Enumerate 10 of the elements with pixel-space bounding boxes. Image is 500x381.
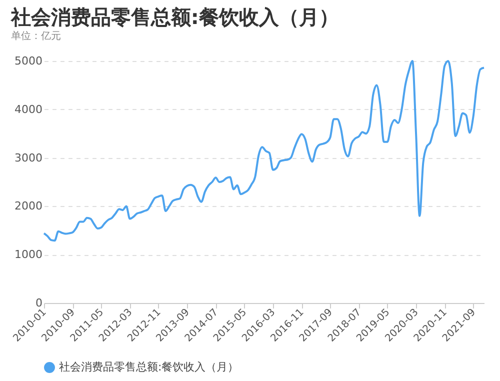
- chart-title: 社会消费品零售总额:餐饮收入（月）: [10, 5, 339, 29]
- y-tick-label: 2000: [14, 200, 42, 213]
- y-tick-label: 3000: [14, 151, 42, 164]
- y-tick-label: 5000: [14, 54, 42, 68]
- y-tick-label: 0: [36, 296, 42, 310]
- chart-subtitle: 单位：亿元: [10, 30, 61, 42]
- line-series: [43, 60, 485, 242]
- legend-label: 社会消费品零售总额:餐饮收入（月）: [59, 360, 239, 374]
- y-tick-label: 4000: [14, 102, 42, 116]
- y-tick-label: 1000: [14, 248, 42, 262]
